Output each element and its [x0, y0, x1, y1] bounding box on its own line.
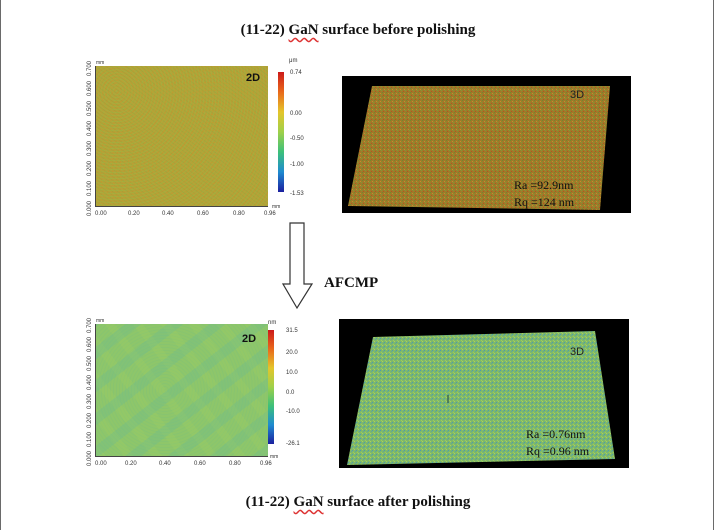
after-2d-xtick: 0.80 [229, 461, 241, 467]
before-3d-surface [348, 86, 610, 210]
before-2d-ytick: 0.700 [87, 60, 93, 76]
before-2d-cbtick: 0.00 [290, 111, 302, 117]
after-2d-ytick: 0.500 [87, 355, 93, 371]
after-2d-cbtick: 10.0 [286, 370, 298, 376]
before-2d-xtick: 0.60 [197, 211, 209, 217]
before-2d-colorbar [278, 72, 284, 192]
before-2d-cbar-unit: μm [289, 58, 298, 64]
before-2d-panel: mm 2D 0.000 0.100 0.200 0.300 0.400 0.50… [84, 58, 304, 228]
before-2d-xtick: 0.20 [128, 211, 140, 217]
title-after: (11-22) GaN surface after polishing [0, 494, 716, 511]
before-3d-label: 3D [570, 89, 585, 101]
after-2d-cbtick: 0.0 [286, 390, 295, 396]
after-2d-ytick: 0.300 [87, 393, 93, 409]
before-2d-xtick: 0.96 [264, 211, 276, 217]
after-2d-cbtick: -10.0 [286, 409, 300, 415]
after-2d-cbtick: 31.5 [286, 328, 298, 334]
after-3d-panel: 3D Ra =0.76nm Rq =0.96 nm [339, 319, 629, 468]
after-2d-cbtick: 20.0 [286, 350, 298, 356]
after-2d-xtick: 0.96 [260, 461, 272, 467]
before-3d-panel: 3D Ra =92.9nm Rq =124 nm [342, 76, 631, 213]
before-3d-rq: Rq =124 nm [514, 195, 575, 209]
after-3d-roughness: Ra =0.76nm Rq =0.96 nm [526, 426, 589, 460]
before-2d-yaxis [95, 66, 96, 207]
after-3d-surface [347, 331, 615, 465]
before-2d-cbtick: 0.74 [290, 70, 302, 76]
right-border [713, 0, 714, 530]
before-3d-roughness: Ra =92.9nm Rq =124 nm [514, 177, 574, 211]
after-2d-ytick: 0.700 [87, 317, 93, 333]
before-2d-xaxis [95, 206, 268, 207]
title-after-prefix: (11-22) [245, 494, 294, 510]
before-2d-map: 2D [96, 66, 268, 206]
after-2d-ytick: 0.600 [87, 336, 93, 352]
before-2d-ytick: 0.200 [87, 160, 93, 176]
after-2d-ytick: 0.400 [87, 374, 93, 390]
before-2d-xunit: mm [272, 204, 281, 210]
after-2d-yunit: mm [96, 318, 105, 324]
after-2d-map: 2D [96, 324, 268, 456]
before-2d-ytick: 0.300 [87, 140, 93, 156]
after-2d-label: 2D [242, 333, 257, 345]
after-2d-xtick: 0.60 [194, 461, 206, 467]
after-2d-xaxis [95, 456, 268, 457]
after-2d-panel: mm 2D 0.000 0.100 0.200 0.300 0.400 0.50… [84, 316, 300, 476]
title-before-prefix: (11-22) [240, 22, 289, 38]
before-2d-ytick: 0.400 [87, 120, 93, 136]
before-2d-xtick: 0.80 [233, 211, 245, 217]
title-before-suffix: surface before polishing [318, 22, 476, 38]
process-label: AFCMP [324, 275, 379, 291]
before-3d-surface-svg [348, 86, 610, 210]
after-3d-ra: Ra =0.76nm [526, 427, 586, 441]
title-after-gan: GaN [293, 494, 324, 510]
before-2d-ytick: 0.600 [87, 80, 93, 96]
process-arrow-icon [282, 222, 314, 310]
before-2d-yunit: mm [96, 60, 105, 66]
before-2d-cbtick: -1.53 [290, 191, 304, 197]
after-2d-cbtick: -26.1 [286, 441, 300, 447]
after-2d-yaxis [95, 324, 96, 457]
after-2d-ytick: 0.200 [87, 412, 93, 428]
title-after-suffix: surface after polishing [323, 494, 471, 510]
before-2d-label: 2D [246, 72, 261, 84]
after-2d-cbar-unit: nm [268, 320, 277, 326]
left-border [0, 0, 1, 530]
after-2d-xtick: 0.20 [125, 461, 137, 467]
after-2d-colorbar [268, 330, 274, 444]
before-2d-ytick: 0.100 [87, 180, 93, 196]
after-2d-ytick: 0.000 [87, 450, 93, 466]
before-3d-ra: Ra =92.9nm [514, 178, 574, 192]
after-3d-surface-svg [347, 331, 615, 465]
before-2d-cbtick: -0.50 [290, 136, 304, 142]
after-3d-label: 3D [570, 346, 585, 358]
before-2d-xtick: 0.00 [95, 211, 107, 217]
after-2d-ytick: 0.100 [87, 431, 93, 447]
title-before-gan: GaN [288, 22, 319, 38]
title-before: (11-22) GaN surface before polishing [0, 22, 716, 39]
after-3d-rq: Rq =0.96 nm [526, 444, 590, 458]
before-2d-ytick: 0.500 [87, 100, 93, 116]
after-2d-xunit: mm [270, 454, 279, 460]
after-2d-xtick: 0.00 [95, 461, 107, 467]
before-2d-cbtick: -1.00 [290, 162, 304, 168]
before-2d-xtick: 0.40 [162, 211, 174, 217]
before-2d-ytick: 0.000 [87, 200, 93, 216]
after-2d-xtick: 0.40 [159, 461, 171, 467]
